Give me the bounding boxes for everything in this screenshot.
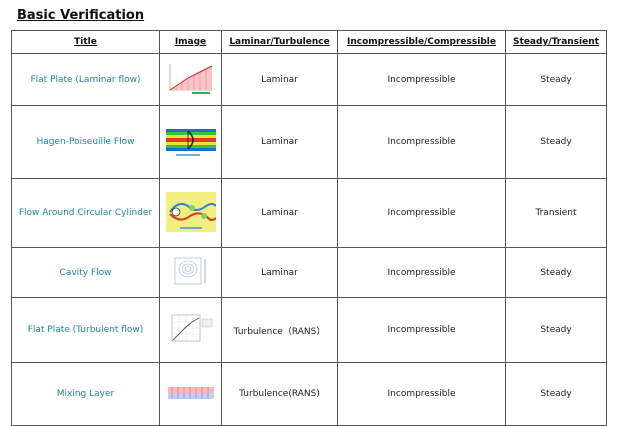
compressibility: Incompressible (337, 178, 506, 248)
table-row: Flat Plate (Turbulent flow) Turb (11, 297, 607, 363)
flow-type: Turbulence（RANS） (221, 297, 338, 363)
compressibility: Incompressible (337, 362, 506, 426)
header-laminar-turbulence: Laminar/Turbulence (221, 30, 338, 54)
flow-type: Laminar (221, 53, 338, 106)
case-link-cavity-flow[interactable]: Cavity Flow (59, 267, 112, 278)
case-link-circular-cylinder[interactable]: Flow Around Circular Cylinder (18, 208, 153, 218)
header-compressibility: Incompressible/Compressible (337, 30, 506, 54)
time-dependence: Transient (505, 178, 607, 248)
case-link-flat-plate-laminar[interactable]: Flat Plate (Laminar flow) (30, 74, 141, 85)
table-row: Cavity Flow Laminar Incompressible Stead… (11, 247, 607, 298)
verification-table: Title Image Laminar/Turbulence Incompres… (11, 30, 607, 426)
header-title: Title (11, 30, 160, 54)
flow-type: Laminar (221, 247, 338, 298)
time-dependence: Steady (505, 105, 607, 179)
case-link-hagen-poiseuille[interactable]: Hagen-Poiseuille Flow (36, 137, 135, 147)
header-image: Image (159, 30, 222, 54)
time-dependence: Steady (505, 297, 607, 363)
table-row: Flow Around Circular Cylinder Laminar In… (11, 178, 607, 248)
table-row: Mixing Layer (11, 362, 607, 426)
compressibility: Incompressible (337, 105, 506, 179)
cylinder-flow-thumbnail[interactable] (165, 191, 216, 232)
mixing-layer-thumbnail[interactable] (165, 374, 216, 411)
compressibility: Incompressible (337, 247, 506, 298)
table-row: Flat Plate (Laminar flow) (11, 53, 607, 106)
time-dependence: Steady (505, 247, 607, 298)
case-link-flat-plate-turbulent[interactable]: Flat Plate (Turbulent flow) (27, 325, 144, 335)
time-dependence: Steady (505, 362, 607, 426)
case-link-mixing-layer[interactable]: Mixing Layer (56, 389, 115, 399)
compressibility: Incompressible (337, 297, 506, 363)
flat-plate-laminar-thumbnail[interactable] (165, 60, 216, 96)
flow-type: Turbulence(RANS) (221, 362, 338, 426)
page-title: Basic Verification (17, 8, 145, 23)
table-row: Hagen-Poiseuille Flow (11, 105, 607, 179)
flow-type: Laminar (221, 105, 338, 179)
hagen-poiseuille-thumbnail[interactable] (165, 122, 216, 159)
compressibility: Incompressible (337, 53, 506, 106)
time-dependence: Steady (505, 53, 607, 106)
table-header-row: Title Image Laminar/Turbulence Incompres… (11, 30, 607, 54)
cavity-flow-thumbnail[interactable] (168, 255, 213, 287)
flow-type: Laminar (221, 178, 338, 248)
header-steady-transient: Steady/Transient (505, 30, 607, 54)
flat-plate-turbulent-thumbnail[interactable] (165, 310, 216, 347)
